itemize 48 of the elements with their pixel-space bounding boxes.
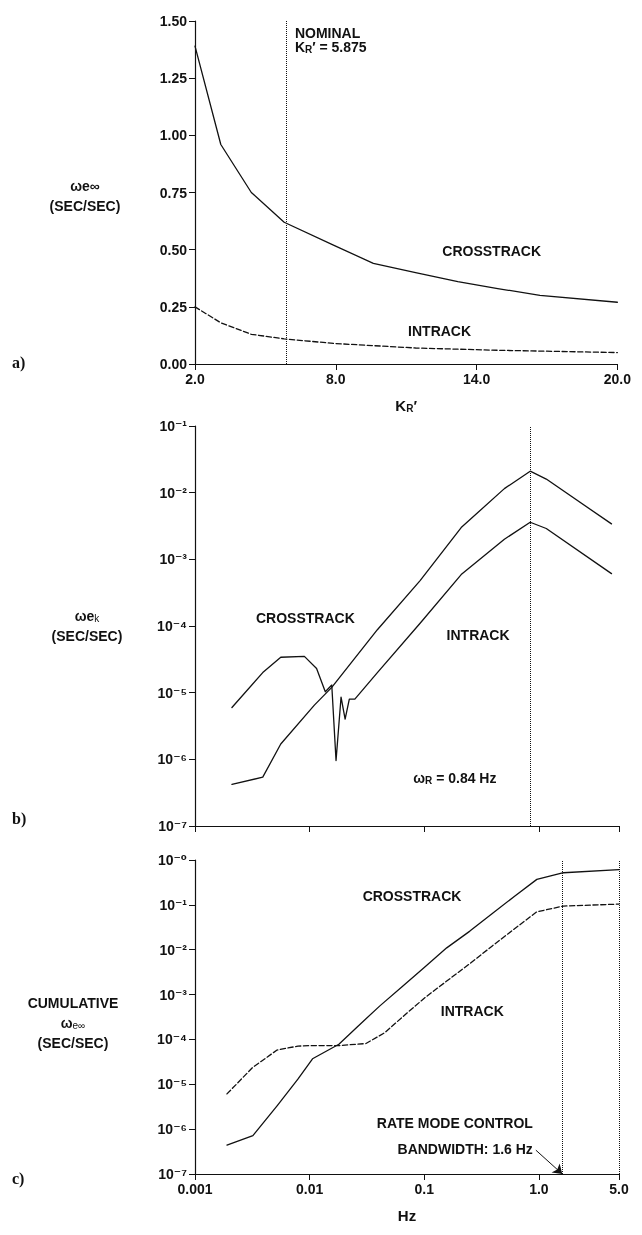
- x-tick-label: 1.0: [529, 1181, 549, 1197]
- annotation: RATE MODE CONTROL BANDWIDTH: 1.6 Hz: [376, 1115, 534, 1158]
- x-tick-label: 20.0: [603, 371, 632, 387]
- y-tick-label: 10⁻⁴: [157, 618, 188, 634]
- y-tick-label: 10⁻⁶: [157, 1121, 187, 1138]
- series-label: CROSSTRACK: [255, 609, 355, 626]
- x-tick-label: 0.1: [414, 1181, 435, 1197]
- y-tick-label: 10⁻³: [159, 551, 188, 568]
- y-tick-label: 10⁻²: [159, 941, 188, 958]
- x-tick-label: 0.01: [296, 1181, 324, 1197]
- x-axis-title: Hz: [397, 1207, 417, 1224]
- series-label: CROSSTRACK: [362, 887, 462, 904]
- x-axis-title: KR′: [395, 397, 418, 414]
- y-tick-label: 0.25: [159, 298, 188, 315]
- y-axis-title: CUMULATIVE ωe∞ (SEC/SEC): [27, 995, 119, 1051]
- y-tick-label: 10⁻⁰: [157, 852, 187, 868]
- y-tick-label: 10⁻⁷: [158, 818, 188, 834]
- y-tick-label: 1.00: [159, 127, 188, 144]
- series-label: INTRACK: [408, 322, 472, 339]
- y-tick-label: 10⁻⁷: [158, 1166, 188, 1182]
- y-tick-label: 10⁻²: [159, 484, 188, 501]
- ref-line-label: NOMINAL KR′ = 5.875: [294, 24, 367, 56]
- text: b): [12, 809, 27, 828]
- y-tick-label: 0.50: [159, 241, 188, 258]
- x-tick-label: 8.0: [326, 371, 346, 387]
- y-tick-label: 1.25: [159, 70, 188, 87]
- x-tick-label: 5.0: [609, 1181, 629, 1197]
- y-tick-label: 0.75: [159, 184, 188, 201]
- y-axis-title: ωe∞ (SEC/SEC): [49, 177, 121, 214]
- x-tick-label: 2.0: [185, 371, 205, 387]
- x-tick-label: 14.0: [462, 371, 491, 387]
- series-label: CROSSTRACK: [442, 242, 542, 259]
- y-tick-label: 10⁻⁵: [157, 684, 187, 701]
- series-label: INTRACK: [440, 1003, 504, 1020]
- y-tick-label: 10⁻¹: [159, 896, 188, 913]
- text: a): [12, 353, 26, 372]
- series-label: INTRACK: [446, 627, 510, 644]
- y-axis-title: ωek (SEC/SEC): [51, 608, 123, 644]
- y-tick-label: 10⁻³: [159, 986, 188, 1003]
- y-tick-label: 10⁻⁴: [157, 1031, 188, 1048]
- y-tick-label: 0.00: [159, 356, 188, 372]
- y-tick-label: 10⁻⁵: [157, 1076, 187, 1093]
- text: c): [12, 1169, 25, 1188]
- ref-line-label: ωR = 0.84 Hz: [413, 770, 497, 786]
- y-tick-label: 1.50: [159, 13, 188, 29]
- y-tick-label: 10⁻⁶: [157, 751, 187, 768]
- y-tick-label: 10⁻¹: [159, 418, 188, 434]
- x-tick-label: 0.001: [177, 1181, 213, 1197]
